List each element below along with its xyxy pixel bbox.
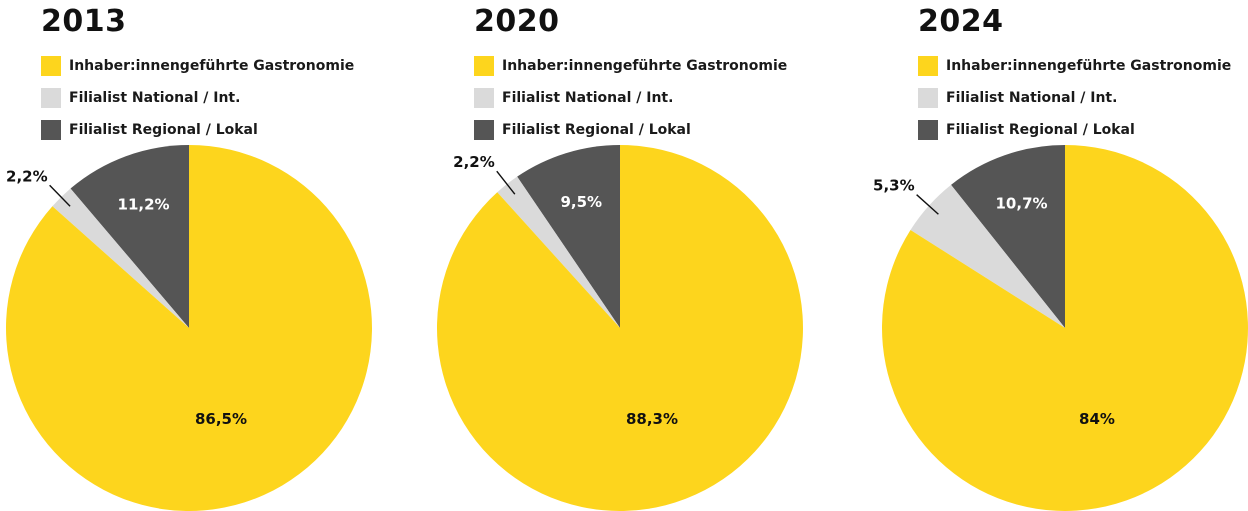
slice-label: 5,3%: [873, 177, 915, 195]
pie-panel-2020: 2020 Inhaber:innengeführte Gastronomie F…: [430, 0, 830, 511]
legend-item-national: Filialist National / Int.: [474, 82, 787, 114]
pie-slice: [497, 176, 620, 328]
legend-item-national: Filialist National / Int.: [41, 82, 354, 114]
slice-label: 84%: [1079, 410, 1115, 428]
pie-slice: [437, 145, 803, 511]
pie-slice: [910, 184, 1065, 328]
leader-line: [49, 184, 71, 207]
slice-label: 9,5%: [560, 193, 602, 211]
slice-label: 11,2%: [118, 195, 170, 213]
leader-line: [496, 170, 516, 195]
legend-item-regional: Filialist Regional / Lokal: [41, 114, 354, 146]
legend-item-inhaber: Inhaber:innengeführte Gastronomie: [918, 50, 1231, 82]
pie-slice: [70, 145, 189, 328]
legend-swatch: [474, 88, 494, 108]
legend-swatch: [41, 120, 61, 140]
legend-swatch: [918, 88, 938, 108]
legend-swatch: [41, 56, 61, 76]
slice-label: 88,3%: [626, 410, 678, 428]
legend: Inhaber:innengeführte Gastronomie Filial…: [918, 50, 1231, 146]
legend-swatch: [474, 56, 494, 76]
legend-item-national: Filialist National / Int.: [918, 82, 1231, 114]
legend: Inhaber:innengeführte Gastronomie Filial…: [41, 50, 354, 146]
legend-item-inhaber: Inhaber:innengeführte Gastronomie: [41, 50, 354, 82]
legend-swatch: [41, 88, 61, 108]
pie-slice: [951, 145, 1065, 328]
legend-label: Inhaber:innengeführte Gastronomie: [946, 58, 1232, 74]
legend-label: Filialist National / Int.: [946, 90, 1118, 106]
legend-label: Filialist National / Int.: [69, 90, 241, 106]
legend-label: Filialist Regional / Lokal: [502, 122, 691, 138]
legend-swatch: [918, 120, 938, 140]
chart-title: 2020: [474, 4, 560, 39]
legend-label: Filialist Regional / Lokal: [946, 122, 1135, 138]
legend-item-inhaber: Inhaber:innengeführte Gastronomie: [474, 50, 787, 82]
legend-label: Filialist Regional / Lokal: [69, 122, 258, 138]
slice-label: 2,2%: [453, 153, 495, 171]
legend-label: Filialist National / Int.: [502, 90, 674, 106]
legend: Inhaber:innengeführte Gastronomie Filial…: [474, 50, 787, 146]
pie-slice: [517, 145, 620, 328]
legend-label: Inhaber:innengeführte Gastronomie: [69, 58, 355, 74]
legend-swatch: [918, 56, 938, 76]
legend-item-regional: Filialist Regional / Lokal: [918, 114, 1231, 146]
slice-label: 86,5%: [195, 410, 247, 428]
slice-label: 10,7%: [996, 195, 1048, 213]
chart-title: 2013: [41, 4, 127, 39]
pie-panel-2024: 2024 Inhaber:innengeführte Gastronomie F…: [876, 0, 1248, 511]
pie-slice: [52, 188, 189, 328]
legend-label: Inhaber:innengeführte Gastronomie: [502, 58, 788, 74]
pie-slice: [881, 145, 1248, 511]
chart-title: 2024: [918, 4, 1004, 39]
legend-item-regional: Filialist Regional / Lokal: [474, 114, 787, 146]
slice-label: 2,2%: [6, 167, 48, 185]
pie-panel-2013: 2013 Inhaber:innengeführte Gastronomie F…: [0, 0, 400, 511]
pie-slice: [5, 145, 372, 511]
leader-line: [916, 194, 939, 215]
legend-swatch: [474, 120, 494, 140]
